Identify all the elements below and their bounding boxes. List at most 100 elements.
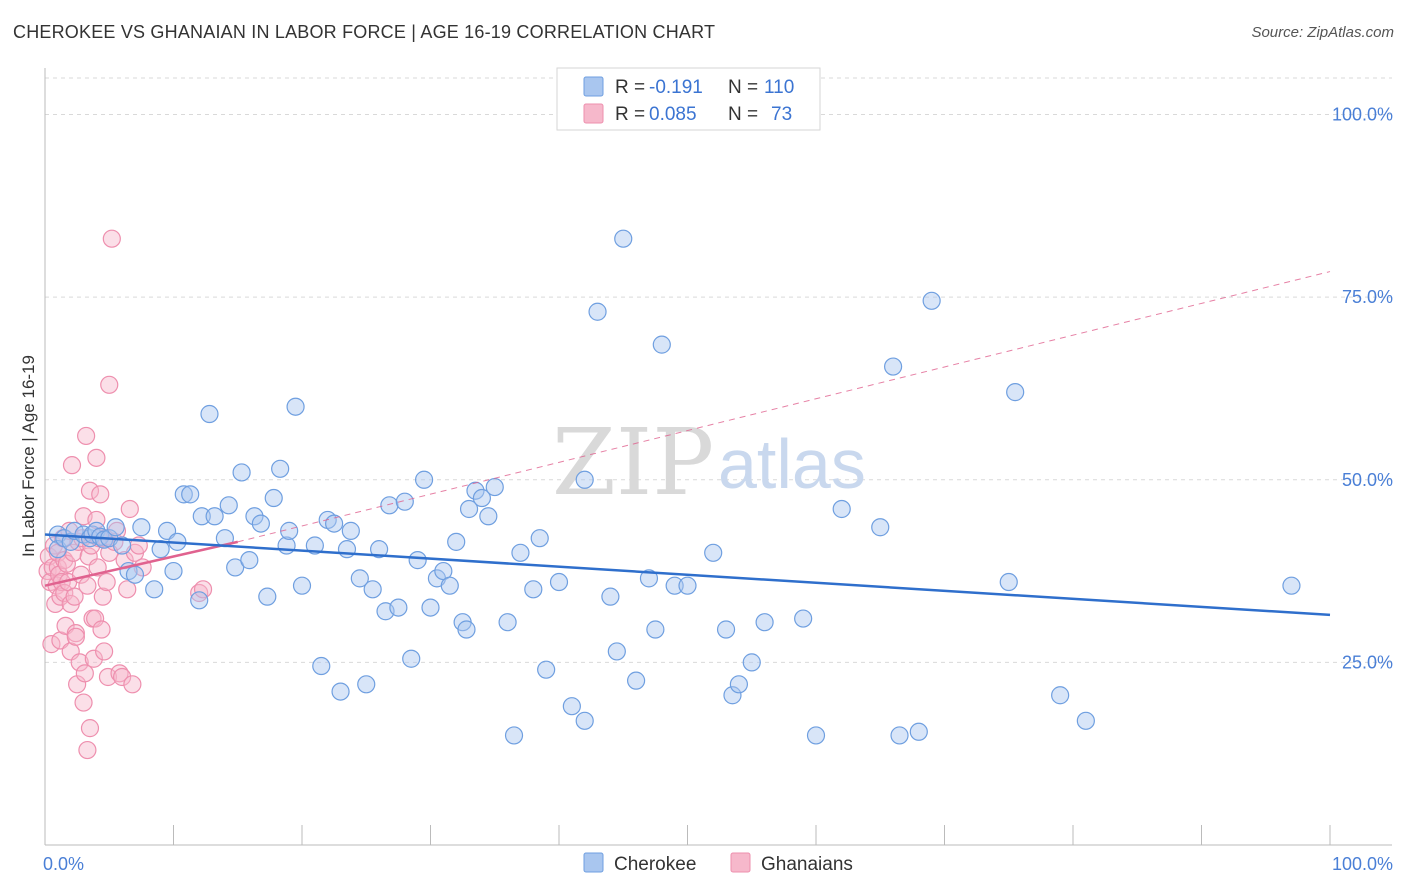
y-tick-label: 25.0% bbox=[1342, 652, 1393, 672]
cherokee-point bbox=[652, 335, 671, 354]
cherokee-point bbox=[457, 620, 476, 639]
legend-r-label-1: R = bbox=[615, 77, 645, 98]
cherokee-point bbox=[264, 488, 283, 508]
cherokee-point bbox=[145, 580, 164, 599]
cherokee-point bbox=[704, 543, 723, 562]
cherokee-point bbox=[190, 591, 209, 610]
ghanaians-point bbox=[80, 719, 100, 738]
axes bbox=[44, 68, 1392, 846]
x-tick-label-max: 100.0% bbox=[1332, 854, 1393, 874]
cherokee-point bbox=[251, 514, 270, 533]
cherokee-point bbox=[716, 620, 736, 639]
ghanaians-point bbox=[98, 667, 118, 687]
ghanaians-trend-line bbox=[44, 540, 239, 587]
bottom-legend-cherokee: Cherokee bbox=[614, 854, 696, 875]
ghanaians-point bbox=[95, 642, 114, 661]
ghanaians-point bbox=[77, 426, 96, 446]
correlation-legend: R = -0.191 N = 110 R = 0.085 N = 73 bbox=[556, 67, 821, 131]
ghanaians-point bbox=[102, 229, 121, 248]
cherokee-point bbox=[305, 536, 324, 555]
cherokee-point bbox=[575, 711, 594, 730]
cherokee-point bbox=[232, 463, 251, 482]
ghanaians-point bbox=[66, 627, 85, 646]
ghanaians-point bbox=[78, 576, 97, 595]
cherokee-point bbox=[626, 671, 646, 690]
cherokee-point bbox=[755, 613, 774, 632]
cherokee-point bbox=[723, 686, 742, 705]
legend-n-label-1: N = bbox=[728, 77, 758, 98]
ghanaians-point bbox=[92, 620, 111, 639]
cherokee-point bbox=[370, 540, 389, 559]
ghanaians-point bbox=[112, 667, 132, 687]
grid-lines bbox=[45, 77, 1392, 663]
cherokee-point bbox=[219, 496, 238, 515]
cherokee-point bbox=[408, 551, 427, 570]
cherokee-point bbox=[1006, 383, 1025, 402]
ghanaians-point bbox=[120, 499, 139, 519]
cherokee-point bbox=[537, 660, 556, 679]
cherokee-point bbox=[421, 598, 440, 617]
cherokee-point bbox=[601, 587, 620, 606]
cherokee-point bbox=[524, 580, 543, 599]
cherokee-point bbox=[466, 481, 485, 500]
legend-r-label-2: R = bbox=[615, 104, 645, 125]
cherokee-point bbox=[806, 726, 826, 745]
cherokee-point bbox=[240, 551, 259, 570]
ghanaians-point bbox=[118, 580, 137, 599]
cherokee-point bbox=[479, 507, 498, 526]
cherokee-point bbox=[459, 499, 479, 519]
cherokee-point bbox=[922, 291, 941, 310]
cherokee-point bbox=[205, 507, 224, 526]
ghanaians-point bbox=[62, 456, 82, 475]
y-tick-label: 75.0% bbox=[1342, 287, 1393, 307]
cherokee-point bbox=[588, 302, 607, 321]
ghanaians-point bbox=[100, 375, 119, 394]
ghanaians-point bbox=[193, 580, 213, 599]
cherokee-point bbox=[414, 470, 434, 489]
y-tick-label: 100.0% bbox=[1332, 105, 1393, 125]
cherokee-point bbox=[440, 576, 459, 595]
cherokee-point bbox=[357, 675, 376, 694]
cherokee-point bbox=[646, 620, 665, 639]
ghanaians-point bbox=[91, 485, 110, 504]
ghanaians-point bbox=[93, 587, 112, 606]
cherokee-point bbox=[286, 397, 305, 416]
bottom-swatch-cherokee bbox=[583, 852, 604, 873]
watermark-atlas: atlas bbox=[718, 425, 866, 503]
ghanaians-point bbox=[78, 740, 97, 760]
legend-n-ghana: 73 bbox=[771, 104, 792, 125]
cherokee-point bbox=[200, 404, 219, 424]
legend-n-cherokee: 110 bbox=[764, 77, 794, 98]
cherokee-point bbox=[181, 485, 200, 504]
cherokee-point bbox=[794, 609, 813, 628]
trend-lines bbox=[44, 271, 1331, 617]
ghanaians-point bbox=[55, 583, 74, 603]
cherokee-point bbox=[575, 470, 594, 489]
bottom-swatch-ghana bbox=[730, 852, 751, 873]
cherokee-point bbox=[832, 499, 851, 519]
ghanaians-point bbox=[97, 572, 116, 592]
cherokee-point bbox=[665, 576, 684, 595]
watermark: ZIP atlas bbox=[552, 409, 866, 516]
cherokee-point bbox=[909, 722, 928, 741]
ghanaians-point bbox=[84, 649, 103, 668]
ghanaians-point bbox=[64, 543, 83, 562]
series-legend: Cherokee Ghanaians bbox=[583, 852, 853, 875]
cherokee-point bbox=[389, 598, 408, 617]
cherokee-point bbox=[549, 572, 569, 592]
legend-r-cherokee: -0.191 bbox=[649, 77, 703, 98]
ghanaians-point bbox=[70, 653, 89, 672]
cherokee-point bbox=[331, 682, 350, 701]
cherokee-point bbox=[1051, 686, 1070, 705]
cherokee-point bbox=[325, 514, 344, 533]
cherokee-point bbox=[447, 532, 466, 551]
cherokee-point bbox=[292, 576, 312, 595]
cherokee-point bbox=[485, 477, 504, 497]
ghanaians-point bbox=[74, 693, 93, 712]
cherokee-point bbox=[607, 642, 626, 661]
ghanaians-points bbox=[38, 229, 213, 760]
cherokee-point bbox=[125, 565, 145, 584]
cherokee-point bbox=[245, 507, 264, 526]
cherokee-points bbox=[48, 229, 1301, 745]
